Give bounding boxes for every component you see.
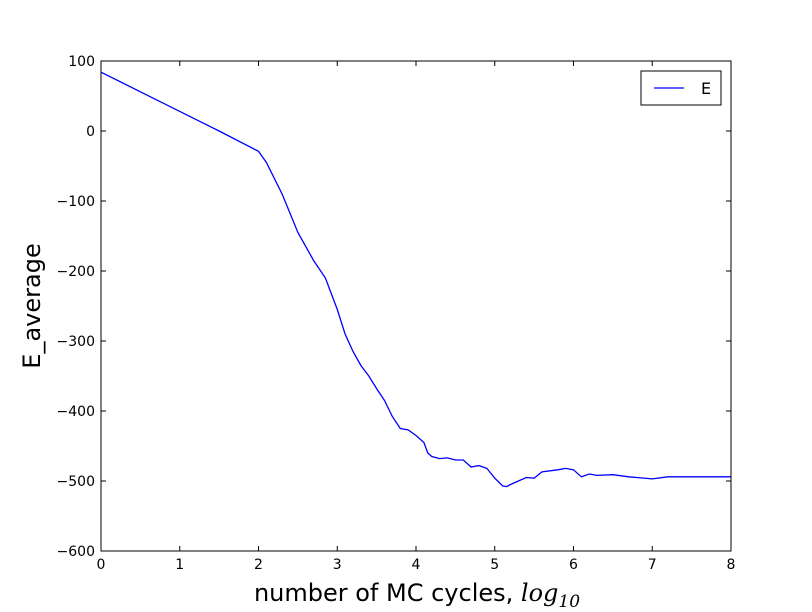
plot-frame — [100, 60, 732, 552]
y-tick-label: −600 — [57, 544, 95, 560]
x-axis-title-text: number of MC cycles, — [254, 579, 521, 607]
x-axis-title-math-subscript: 10 — [558, 592, 580, 612]
x-tick-label: 3 — [333, 557, 342, 573]
y-tick-label: −300 — [57, 334, 95, 350]
x-tick-label: 8 — [727, 557, 736, 573]
y-tick-label: −100 — [57, 194, 95, 210]
y-tick-label: −200 — [57, 264, 95, 280]
tick-layer: 0 1 2 3 4 5 6 7 8 100 0 −100 −200 −300 −400 −500 −600 — [57, 54, 736, 573]
series-line-e — [100, 71, 731, 488]
y-tick-label: −400 — [57, 404, 95, 420]
x-tick-label: 4 — [412, 557, 421, 573]
x-tick-label: 1 — [175, 557, 184, 573]
x-tick-label: 7 — [648, 557, 657, 573]
legend: E — [640, 70, 722, 106]
x-axis-title: number of MC cycles, log10 — [254, 579, 580, 612]
x-tick-label: 6 — [569, 557, 578, 573]
y-tick-label: 0 — [86, 124, 95, 140]
legend-label-e: E — [701, 79, 711, 98]
x-tick-label: 0 — [97, 557, 106, 573]
y-axis-title: E_average — [18, 243, 46, 368]
x-tick-label: 5 — [490, 557, 499, 573]
x-axis-title-math: log — [521, 579, 559, 607]
y-tick-label: −500 — [57, 474, 95, 490]
x-tick-label: 2 — [254, 557, 263, 573]
y-tick-label: 100 — [68, 54, 95, 70]
